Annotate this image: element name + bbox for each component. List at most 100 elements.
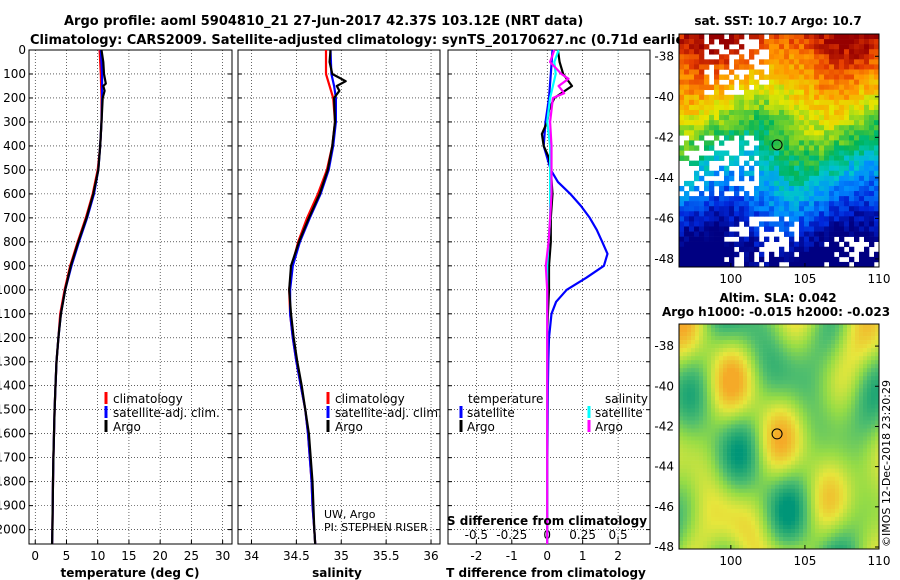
sla-cell [767, 372, 772, 377]
sst-cell [729, 135, 735, 141]
sst-cell [719, 99, 725, 106]
sla-cell [819, 504, 824, 510]
sst-cell [799, 34, 805, 40]
sla-cell [811, 456, 816, 461]
argo-position-marker [771, 428, 783, 440]
sst-cell [869, 39, 875, 45]
sla-cell [687, 460, 692, 465]
sla-cell [707, 352, 712, 357]
sla-cell [759, 356, 764, 361]
sla-cell [823, 524, 828, 530]
sla-cell [847, 372, 852, 377]
sst-cell [679, 246, 685, 253]
sla-cell [839, 436, 844, 441]
sla-cell [751, 508, 756, 514]
sst-cell [779, 155, 785, 161]
sla-cell [715, 408, 720, 413]
sst-cell [754, 115, 760, 121]
sla-cell [735, 544, 740, 550]
sla-cell [827, 488, 832, 494]
sla-cell [775, 444, 780, 449]
sla-cell [815, 480, 820, 486]
sst-cell [859, 120, 865, 126]
sla-cell [755, 384, 760, 389]
sla-cell [819, 328, 824, 333]
sla-cell [875, 336, 880, 341]
sla-cell [691, 496, 696, 502]
sst-cell [789, 246, 795, 253]
sla-cell [791, 408, 796, 413]
sst-cell [799, 54, 805, 60]
sst-cell [704, 109, 710, 116]
sla-cell [787, 456, 792, 461]
sla-cell [779, 480, 784, 486]
sla-cell [723, 424, 728, 429]
sla-cell [815, 404, 820, 409]
sst-cell [794, 120, 800, 126]
sla-cell [791, 456, 796, 461]
sla-cell [803, 432, 808, 437]
sst-cell [794, 89, 800, 96]
sst-cell [744, 160, 750, 166]
sst-cell [864, 79, 870, 85]
sla-cell [871, 496, 876, 502]
sla-cell [747, 416, 752, 421]
sla-cell [739, 492, 744, 498]
sst-cell [874, 99, 880, 106]
sla-cell [871, 428, 876, 433]
sla-cell [723, 512, 728, 518]
legend-temperature-title: temperature [468, 392, 543, 406]
sla-cell [727, 432, 732, 437]
sla-cell [867, 344, 872, 349]
sla-cell [855, 348, 860, 353]
sla-cell [707, 432, 712, 437]
sla-cell [795, 516, 800, 522]
sla-cell [859, 428, 864, 433]
sst-cell [759, 59, 765, 65]
sla-cell [755, 388, 760, 393]
sla-cell [875, 460, 880, 465]
sla-cell [771, 472, 776, 477]
sla-cell [851, 412, 856, 417]
sla-cell [743, 376, 748, 381]
sla-cell [735, 424, 740, 429]
sla-cell [763, 452, 768, 457]
sla-cell [807, 536, 812, 542]
sla-cell [759, 448, 764, 453]
sst-cell [704, 104, 710, 111]
sst-cell [769, 44, 775, 50]
sla-cell [735, 348, 740, 353]
sst-cell [749, 150, 755, 156]
sla-cell [691, 456, 696, 461]
sst-cell [799, 79, 805, 85]
sla-cell [795, 536, 800, 542]
sst-cell [679, 201, 685, 207]
sla-cell [719, 392, 724, 397]
sst-cell [729, 231, 735, 237]
sst-cell [834, 221, 840, 227]
sla-cell [815, 332, 820, 337]
sst-cell [809, 206, 815, 212]
sst-cell [854, 44, 860, 50]
sla-cell [747, 516, 752, 522]
sla-cell [699, 524, 704, 530]
sst-cell [679, 120, 685, 126]
sla-cell [731, 336, 736, 341]
sla-cell [827, 376, 832, 381]
sla-cell [859, 460, 864, 465]
sla-cell [691, 512, 696, 518]
sla-cell [679, 444, 684, 449]
sst-cell [714, 180, 720, 187]
sst-cell [679, 150, 685, 156]
sst-cell [684, 180, 690, 187]
sst-cell [864, 69, 870, 75]
sst-cell [734, 59, 740, 65]
sst-cell [844, 150, 850, 156]
sla-cell [831, 428, 836, 433]
sla-cell [819, 388, 824, 393]
sla-cell [711, 524, 716, 530]
sla-cell [815, 488, 820, 494]
sla-cell [871, 512, 876, 518]
sst-cell [784, 180, 790, 187]
sla-cell [839, 328, 844, 333]
